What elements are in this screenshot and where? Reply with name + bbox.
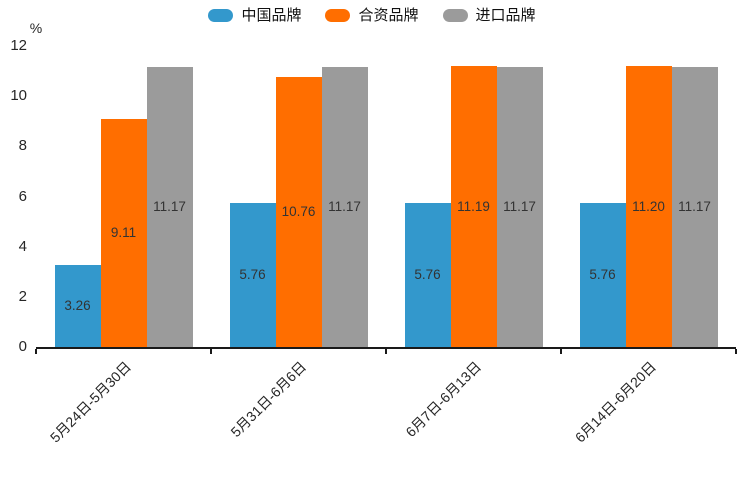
x-axis-tick (35, 349, 37, 354)
bar-series-1-group-1: 10.76 (275, 77, 322, 347)
bar-value-label: 11.17 (678, 198, 711, 214)
bar-series-0-group-1: 5.76 (229, 202, 276, 347)
x-axis-tick (210, 349, 212, 354)
y-tick-label: 0 (18, 338, 27, 355)
bar-value-label: 11.17 (503, 198, 536, 214)
bar-series-0-group-3: 5.76 (579, 202, 626, 347)
legend-swatch-icon (442, 9, 468, 22)
bar-value-label: 11.20 (632, 198, 665, 214)
y-tick-label: 4 (18, 237, 27, 255)
bar-value-label: 3.26 (64, 298, 91, 314)
bar-series-2-group-0: 11.17 (146, 66, 193, 347)
bar-series-2-group-2: 11.17 (496, 66, 543, 347)
plot-area: 3.26 9.11 11.17 5.76 10.76 11.17 5.76 11.19 11.1… (36, 46, 736, 349)
bar-value-label: 11.17 (153, 198, 186, 214)
x-axis-tick (385, 349, 387, 354)
bar-series-1-group-0: 9.11 (100, 118, 147, 347)
y-tick-label: 6 (18, 187, 27, 205)
legend-label: 合资品牌 (358, 7, 419, 24)
chart-legend: 中国品牌 合资品牌 进口品牌 (0, 8, 744, 23)
bar-series-0-group-2: 5.76 (404, 202, 451, 347)
legend-swatch-icon (208, 9, 234, 22)
bar-series-2-group-3: 11.17 (671, 66, 718, 347)
y-tick-label: 12 (10, 37, 27, 54)
bar-value-label: 9.11 (110, 224, 137, 240)
y-tick-label: 8 (18, 137, 27, 155)
y-tick-label: 10 (10, 87, 27, 105)
x-category-label: 6月14日-6月20日 (429, 358, 659, 445)
legend-item-series-2[interactable]: 进口品牌 (442, 7, 536, 24)
legend-item-series-1[interactable]: 合资品牌 (325, 7, 419, 24)
bar-series-1-group-3: 11.20 (625, 66, 672, 347)
legend-swatch-icon (325, 9, 351, 22)
legend-item-series-0[interactable]: 中国品牌 (208, 8, 301, 23)
x-axis-tick (560, 349, 562, 354)
bar-value-label: 11.17 (328, 198, 361, 214)
x-axis-tick (735, 349, 737, 354)
bar-value-label: 5.76 (414, 266, 441, 282)
y-tick-label: 2 (18, 287, 27, 305)
y-axis-unit-label: % (29, 20, 43, 36)
legend-label: 进口品牌 (475, 7, 536, 24)
bar-series-0-group-0: 3.26 (54, 265, 101, 347)
bar-value-label: 5.76 (589, 266, 616, 282)
bar-value-label: 5.76 (239, 266, 266, 282)
x-category-label-text: 6月14日-6月20日 (571, 358, 660, 446)
bar-series-1-group-2: 11.19 (450, 66, 497, 347)
bar-series-2-group-1: 11.17 (321, 66, 368, 347)
bar-value-label: 10.76 (281, 204, 316, 220)
legend-label: 中国品牌 (241, 7, 302, 24)
bar-value-label: 11.19 (457, 198, 490, 214)
